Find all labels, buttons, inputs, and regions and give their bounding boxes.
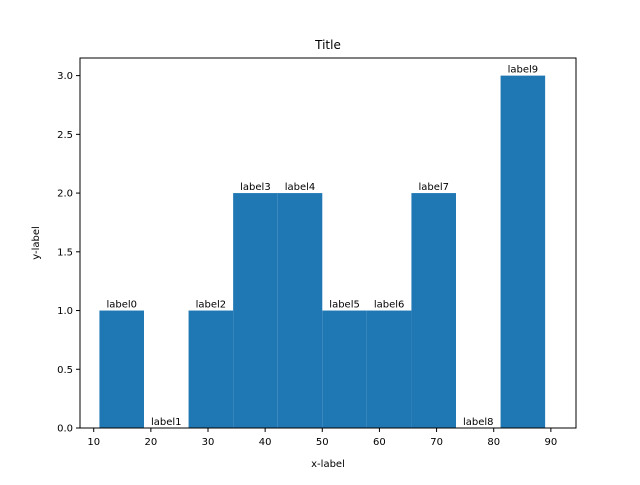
x-axis-ticks: 10 20 30 40 50 60 70 80 90: [87, 428, 557, 448]
bar-6: [366, 310, 412, 428]
bar-label-5: label5: [329, 300, 360, 311]
x-tick-label-8: 90: [544, 437, 557, 448]
y-axis-ticks: 0.0 0.5 1.0 1.5 2.0 2.5 3.0: [57, 71, 80, 435]
bar-label-7: label7: [418, 182, 449, 193]
x-tick-label-5: 60: [373, 437, 386, 448]
y-axis-title: y-label: [31, 226, 42, 260]
y-tick-label-6: 3.0: [57, 71, 73, 82]
bar-2: [188, 310, 234, 428]
bar-9: [500, 75, 546, 428]
x-tick-label-7: 80: [487, 437, 500, 448]
y-tick-label-3: 1.5: [57, 247, 73, 258]
bar-label-0: label0: [106, 300, 137, 311]
bar-5: [322, 310, 367, 428]
y-tick-label-1: 0.5: [57, 365, 73, 376]
bar-label-6: label6: [374, 300, 405, 311]
x-tick-label-4: 50: [316, 437, 329, 448]
chart-title: Title: [314, 38, 341, 52]
plot-frame: [79, 57, 577, 429]
bar-label-4: label4: [285, 182, 316, 193]
bar-4: [277, 193, 323, 428]
bar-label-3: label3: [240, 182, 271, 193]
bar-label-1: label1: [151, 417, 182, 428]
bar-0: [99, 310, 144, 428]
y-tick-label-5: 2.5: [57, 130, 73, 141]
bar-3: [233, 193, 278, 428]
bar-7: [411, 193, 456, 428]
x-tick-label-2: 30: [202, 437, 215, 448]
bars-group: [99, 75, 546, 428]
x-tick-label-3: 40: [259, 437, 272, 448]
bar-label-2: label2: [196, 300, 227, 311]
y-tick-label-4: 2.0: [57, 189, 73, 200]
bar-label-8: label8: [463, 417, 494, 428]
x-tick-label-0: 10: [87, 437, 100, 448]
y-tick-label-2: 1.0: [57, 306, 73, 317]
x-tick-label-1: 20: [144, 437, 157, 448]
x-tick-label-6: 70: [430, 437, 443, 448]
bar-labels-group: label0 label1 label2 label3 label4 label5 labe…: [106, 65, 538, 428]
bar-label-9: label9: [508, 65, 539, 76]
y-tick-label-0: 0.0: [57, 424, 73, 435]
x-axis-title: x-label: [311, 459, 345, 470]
